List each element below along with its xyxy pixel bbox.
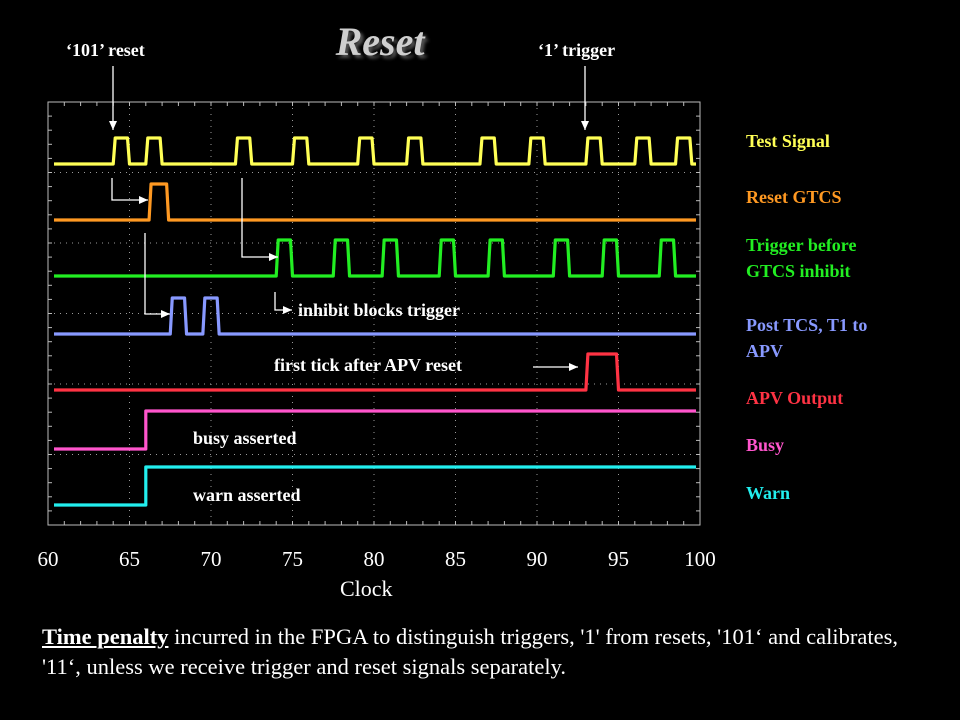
x-tick-label: 85	[445, 547, 466, 571]
annotation-busy: busy asserted	[193, 428, 297, 448]
arrow-to-trigger	[241, 178, 278, 258]
signal-trigger-before-gtcs-inhibit	[54, 238, 696, 278]
x-tick-label: 95	[608, 547, 629, 571]
arrow-inhibit-callout-head	[283, 306, 292, 314]
annotation-first-tick: first tick after APV reset	[274, 355, 462, 375]
signal-busy	[54, 409, 696, 451]
x-tick-label: 65	[119, 547, 140, 571]
legend-reset-gtcs: Reset GTCS	[746, 187, 842, 207]
arrow-101-reset-head	[109, 121, 117, 130]
x-tick-label: 60	[38, 547, 59, 571]
arrow-to-post-tcs	[144, 233, 170, 315]
legend-post-tcs: Post TCS, T1 to APV	[746, 315, 868, 361]
arrow-to-trigger-head	[269, 253, 278, 261]
signal-post-tcs-t1-to-apv	[54, 296, 696, 336]
footnote: Time penalty incurred in the FPGA to dis…	[42, 622, 922, 682]
legend-apv-output: APV Output	[746, 388, 844, 408]
signal-warn	[54, 465, 696, 507]
x-tick-label: 70	[201, 547, 222, 571]
arrow-first-tick-head	[569, 363, 578, 371]
arrow-1-trigger-head	[581, 121, 589, 130]
legend-busy: Busy	[746, 435, 785, 455]
x-tick-label: 80	[364, 547, 385, 571]
legend-test-signal: Test Signal	[746, 131, 830, 151]
annotation-inhibit: inhibit blocks trigger	[298, 300, 461, 320]
annotation-101-reset: ‘101’ reset	[66, 40, 145, 60]
legend-warn: Warn	[746, 483, 791, 503]
arrow-to-reset-gtcs	[111, 178, 148, 201]
signal-apv-output	[54, 352, 696, 392]
x-tick-label: 75	[282, 547, 303, 571]
x-tick-label: 90	[527, 547, 548, 571]
signal-test-signal	[54, 136, 696, 166]
arrow-to-post-tcs-head	[161, 310, 170, 318]
arrow-to-reset-gtcs-head	[139, 196, 148, 204]
annotation-warn: warn asserted	[193, 485, 301, 505]
footnote-text: incurred in the FPGA to distinguish trig…	[42, 624, 899, 679]
signal-reset-gtcs	[54, 182, 696, 222]
footnote-lead: Time penalty	[42, 624, 169, 649]
x-axis-label: Clock	[340, 576, 393, 601]
x-tick-label: 100	[684, 547, 716, 571]
slide-title: Reset	[335, 19, 425, 64]
annotation-1-trigger: ‘1’ trigger	[538, 40, 616, 60]
legend-trigger-before: Trigger before GTCS inhibit	[746, 235, 857, 281]
